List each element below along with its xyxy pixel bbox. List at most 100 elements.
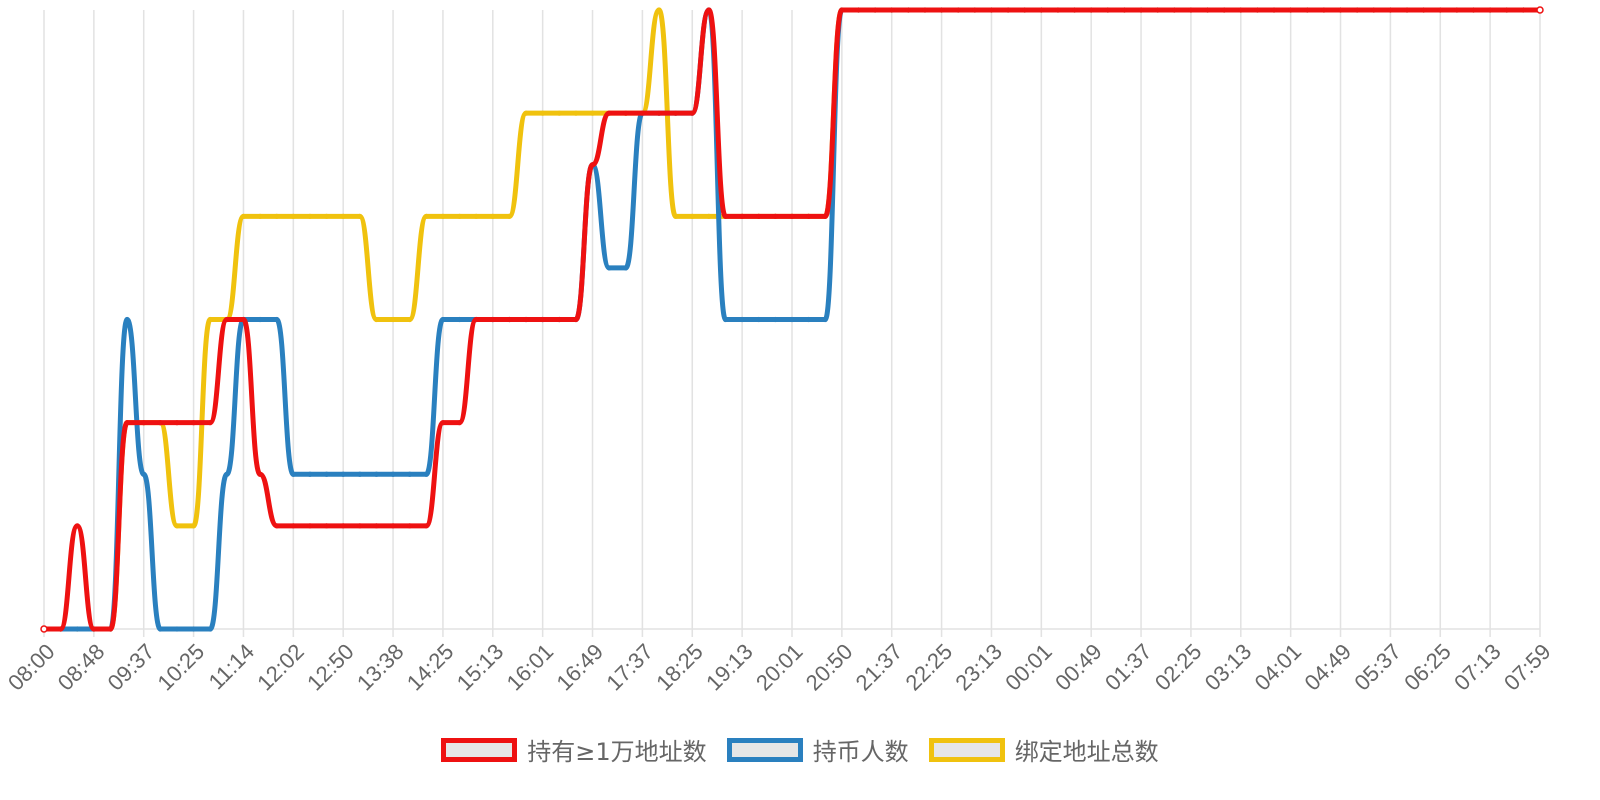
- data-point-red: [822, 213, 828, 219]
- data-point-red: [623, 110, 629, 116]
- x-tick-label: 17:37: [601, 639, 658, 696]
- data-point-yellow: [573, 110, 579, 116]
- x-tick-label: 06:25: [1399, 639, 1456, 696]
- data-point-red: [606, 110, 612, 116]
- data-point-red: [440, 420, 446, 426]
- data-point-red: [1354, 7, 1360, 13]
- legend-label: 持币人数: [812, 738, 909, 766]
- data-point-red: [1371, 7, 1377, 13]
- data-point-blue: [440, 316, 446, 323]
- data-point-red: [423, 523, 429, 529]
- data-point-blue: [124, 316, 130, 323]
- data-point-yellow: [340, 213, 346, 219]
- data-point-blue: [806, 316, 812, 323]
- data-point-blue: [623, 265, 629, 271]
- data-point-blue: [191, 626, 197, 632]
- data-point-yellow: [207, 316, 213, 323]
- data-point-red: [1055, 7, 1061, 13]
- data-point-red: [988, 7, 995, 13]
- data-point-red: [1204, 7, 1211, 13]
- data-point-red: [1188, 7, 1194, 13]
- data-point-red: [506, 316, 513, 323]
- legend-label: 持有≥1万地址数: [527, 738, 707, 766]
- data-point-red: [872, 7, 878, 13]
- x-tick-label: 07:13: [1449, 639, 1506, 696]
- legend-label: 绑定地址总数: [1014, 738, 1159, 766]
- data-point-yellow: [174, 523, 180, 529]
- data-point-red: [157, 420, 163, 426]
- x-tick-label: 12:50: [302, 639, 359, 696]
- data-point-blue: [606, 265, 612, 271]
- data-point-red: [523, 316, 529, 323]
- data-point-blue: [224, 471, 230, 477]
- data-point-red: [905, 7, 911, 13]
- x-tick-label: 16:49: [551, 639, 608, 696]
- x-tick-label: 18:25: [651, 639, 708, 696]
- x-tick-label: 01:37: [1100, 639, 1157, 696]
- data-point-yellow: [589, 110, 596, 116]
- data-point-yellow: [257, 213, 263, 219]
- data-point-red: [589, 162, 596, 168]
- data-point-red: [274, 523, 280, 529]
- data-point-red: [240, 316, 247, 323]
- data-point-red: [473, 316, 479, 323]
- x-tick-label: 14:25: [402, 639, 459, 696]
- data-point-yellow: [490, 213, 496, 219]
- data-point-blue: [274, 316, 280, 323]
- data-point-red: [1105, 7, 1111, 13]
- data-point-red: [556, 316, 562, 323]
- data-point-red: [141, 420, 147, 426]
- x-tick-label: 20:50: [801, 639, 858, 696]
- data-point-yellow: [689, 213, 695, 219]
- data-point-red: [1171, 7, 1177, 13]
- data-point-red: [706, 7, 712, 13]
- data-point-red: [772, 213, 778, 219]
- data-point-yellow: [290, 213, 296, 219]
- x-tick-label: 10:25: [153, 639, 210, 696]
- data-point-red: [107, 626, 114, 632]
- data-point-red: [1387, 7, 1393, 13]
- data-point-red: [972, 7, 978, 13]
- data-point-blue: [772, 316, 778, 323]
- data-point-blue: [174, 626, 180, 632]
- x-tick-label: 02:25: [1150, 639, 1207, 696]
- data-point-red: [323, 523, 330, 529]
- x-tick-label: 04:01: [1250, 639, 1307, 696]
- data-point-blue: [74, 626, 80, 632]
- data-point-blue: [257, 316, 263, 323]
- x-tick-label: 00:49: [1050, 639, 1107, 696]
- endpoint-marker: [1536, 6, 1544, 14]
- x-tick-label: 22:25: [901, 639, 958, 696]
- legend: 持有≥1万地址数 持币人数 绑定地址总数: [0, 732, 1600, 767]
- x-tick-label: 12:02: [252, 639, 309, 696]
- legend-item-holders[interactable]: 持币人数: [726, 732, 909, 767]
- data-point-red: [722, 213, 729, 219]
- data-point-blue: [789, 316, 795, 323]
- data-point-red: [656, 110, 662, 116]
- data-point-blue: [373, 471, 380, 477]
- data-point-red: [1254, 7, 1261, 13]
- data-point-yellow: [440, 213, 446, 219]
- data-point-red: [573, 316, 579, 323]
- data-point-yellow: [307, 213, 313, 219]
- legend-item-bound-addresses[interactable]: 绑定地址总数: [928, 732, 1159, 767]
- data-point-red: [91, 626, 97, 632]
- data-point-red: [839, 7, 845, 13]
- data-point-red: [922, 7, 928, 13]
- data-point-red: [490, 316, 496, 323]
- data-point-red: [889, 7, 895, 13]
- data-point-yellow: [323, 213, 330, 219]
- data-point-yellow: [274, 213, 280, 219]
- data-point-blue: [307, 471, 313, 477]
- data-point-yellow: [523, 110, 529, 116]
- data-point-yellow: [191, 523, 197, 529]
- legend-item-holders-10k[interactable]: 持有≥1万地址数: [441, 732, 707, 767]
- data-point-blue: [340, 471, 346, 477]
- data-point-red: [1221, 7, 1227, 13]
- data-point-red: [1404, 7, 1410, 13]
- data-point-red: [390, 523, 396, 529]
- data-point-blue: [756, 316, 762, 323]
- data-point-red: [1487, 7, 1493, 13]
- data-point-red: [955, 7, 961, 13]
- x-tick-label: 08:48: [53, 639, 110, 696]
